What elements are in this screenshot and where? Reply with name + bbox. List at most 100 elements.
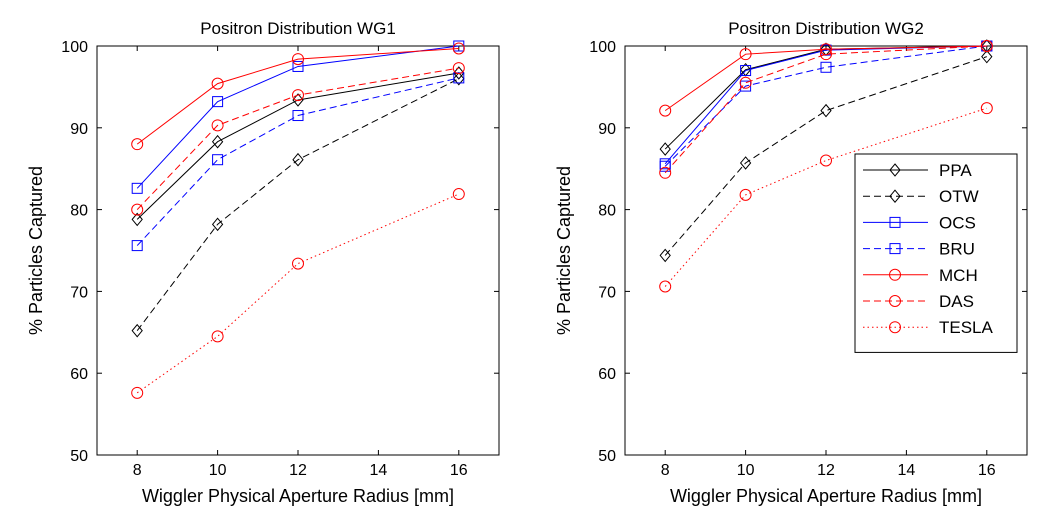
- series-line: [664, 45, 987, 174]
- legend-label: TESLA: [939, 318, 994, 337]
- series-line: [136, 67, 459, 210]
- data-point: [292, 60, 304, 72]
- x-tick-label: 12: [289, 462, 307, 479]
- data-point: [292, 93, 304, 107]
- legend-entry-ocs: OCS: [863, 213, 976, 232]
- data-point: [211, 330, 224, 343]
- data-point: [659, 142, 671, 156]
- legend-entry-das: DAS: [863, 292, 974, 311]
- data-point: [659, 104, 672, 117]
- data-point: [820, 61, 832, 73]
- x-tick-label: 16: [978, 462, 996, 479]
- data-point: [292, 53, 304, 66]
- y-tick-label: 100: [61, 39, 88, 56]
- legend-label: DAS: [939, 292, 974, 311]
- series-mch: [131, 42, 465, 151]
- data-point: [981, 49, 993, 64]
- y-tick-label: 90: [598, 121, 616, 138]
- x-tick-label: 8: [133, 462, 142, 479]
- data-point: [739, 188, 752, 201]
- legend-entry-mch: MCH: [863, 266, 978, 285]
- legend-marker-sample: [889, 295, 901, 307]
- data-point: [453, 66, 465, 80]
- series-tesla: [131, 188, 465, 399]
- data-point: [453, 71, 465, 86]
- y-axis-label: % Particles Captured: [26, 166, 46, 335]
- data-point: [452, 188, 465, 201]
- series-line: [664, 107, 987, 287]
- data-point: [211, 119, 224, 132]
- y-tick-label: 80: [598, 203, 616, 220]
- plot-wg2: Positron Distribution WG2 8 10 12 14 16 50 60 70…: [554, 19, 1028, 506]
- data-point: [659, 248, 671, 263]
- chart-title: Positron Distribution WG2: [728, 19, 924, 38]
- data-point: [452, 42, 465, 55]
- x-tick-label: 14: [370, 462, 388, 479]
- series-das: [131, 62, 465, 216]
- plot-wg1: Positron Distribution WG1 8 10 12 14 16 50 60 70…: [26, 19, 500, 506]
- data-point: [980, 102, 993, 115]
- series-das: [659, 40, 993, 179]
- legend-marker-sample: [889, 189, 901, 203]
- x-axis-label: Wiggler Physical Aperture Radius [mm]: [142, 486, 454, 506]
- data-point: [131, 212, 143, 227]
- series-line: [136, 45, 459, 189]
- series-line: [136, 77, 459, 246]
- data-point: [212, 96, 224, 108]
- y-tick-label: 50: [598, 448, 616, 465]
- legend-marker-sample: [889, 243, 901, 255]
- legend-entry-otw: OTW: [863, 187, 979, 206]
- data-point: [211, 217, 224, 232]
- legend-label: OCS: [939, 213, 976, 232]
- legend-marker-sample: [889, 268, 901, 281]
- legend: PPA OTW OCS BRU MCH DAS TESLA: [854, 153, 1018, 353]
- series-line: [136, 78, 460, 331]
- series-line: [664, 45, 987, 112]
- legend-entry-tesla: TESLA: [863, 318, 994, 337]
- series-line: [664, 56, 987, 256]
- legend-label: PPA: [939, 161, 972, 180]
- x-tick-label: 10: [209, 462, 227, 479]
- data-point: [659, 280, 672, 293]
- data-point: [292, 257, 304, 270]
- data-point: [820, 154, 832, 167]
- y-tick-label: 60: [70, 366, 88, 383]
- data-point: [131, 203, 144, 216]
- legend-label: MCH: [939, 266, 978, 285]
- data-point: [131, 386, 144, 399]
- legend-label: OTW: [939, 187, 979, 206]
- data-point: [452, 62, 465, 75]
- data-point: [740, 65, 752, 77]
- legend-entry-ppa: PPA: [863, 161, 972, 180]
- legend-entry-bru: BRU: [863, 240, 975, 259]
- x-tick-label: 10: [737, 462, 755, 479]
- legend-box: [854, 153, 1018, 353]
- series-tesla: [659, 102, 993, 293]
- series-otw: [659, 49, 993, 263]
- series-otw: [131, 71, 465, 338]
- data-point: [211, 77, 224, 90]
- legend-marker-sample: [889, 163, 901, 177]
- data-point: [980, 40, 993, 52]
- y-tick-label: 100: [589, 39, 616, 56]
- y-tick-label: 80: [70, 203, 88, 220]
- legend-marker-sample: [889, 216, 901, 228]
- data-point: [292, 110, 304, 122]
- series-line: [136, 72, 459, 220]
- data-point: [131, 240, 143, 252]
- data-point: [739, 48, 752, 61]
- x-tick-label: 16: [450, 462, 468, 479]
- y-tick-label: 60: [598, 366, 616, 383]
- y-axis-label: % Particles Captured: [554, 166, 574, 335]
- data-point: [292, 152, 304, 167]
- data-point: [820, 103, 832, 118]
- data-point: [131, 323, 143, 338]
- data-point: [739, 76, 752, 89]
- y-tick-label: 70: [598, 284, 616, 301]
- series-line: [136, 47, 459, 145]
- y-tick-label: 70: [70, 284, 88, 301]
- series-ppa: [131, 66, 465, 227]
- x-tick-label: 8: [661, 462, 670, 479]
- legend-marker-sample: [889, 321, 901, 334]
